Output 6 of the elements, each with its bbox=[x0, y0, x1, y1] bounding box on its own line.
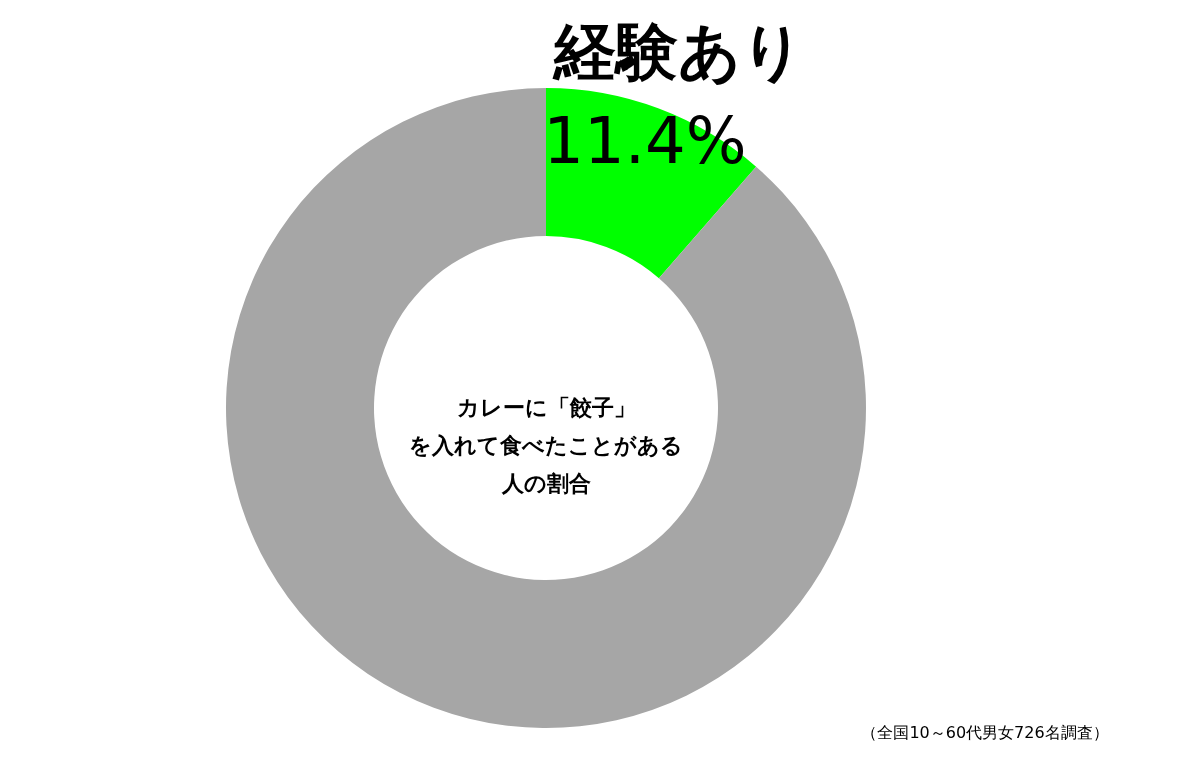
donut-slice bbox=[226, 88, 866, 728]
donut-slice bbox=[546, 88, 757, 279]
data-label: 11.4% bbox=[543, 103, 747, 178]
text: （全国10～60代男女726名調査） bbox=[861, 723, 1109, 742]
slice-label: 経験あり bbox=[551, 14, 804, 88]
text: カレーに「餃子」を入れて食べたことがある人の割合 bbox=[409, 395, 683, 496]
